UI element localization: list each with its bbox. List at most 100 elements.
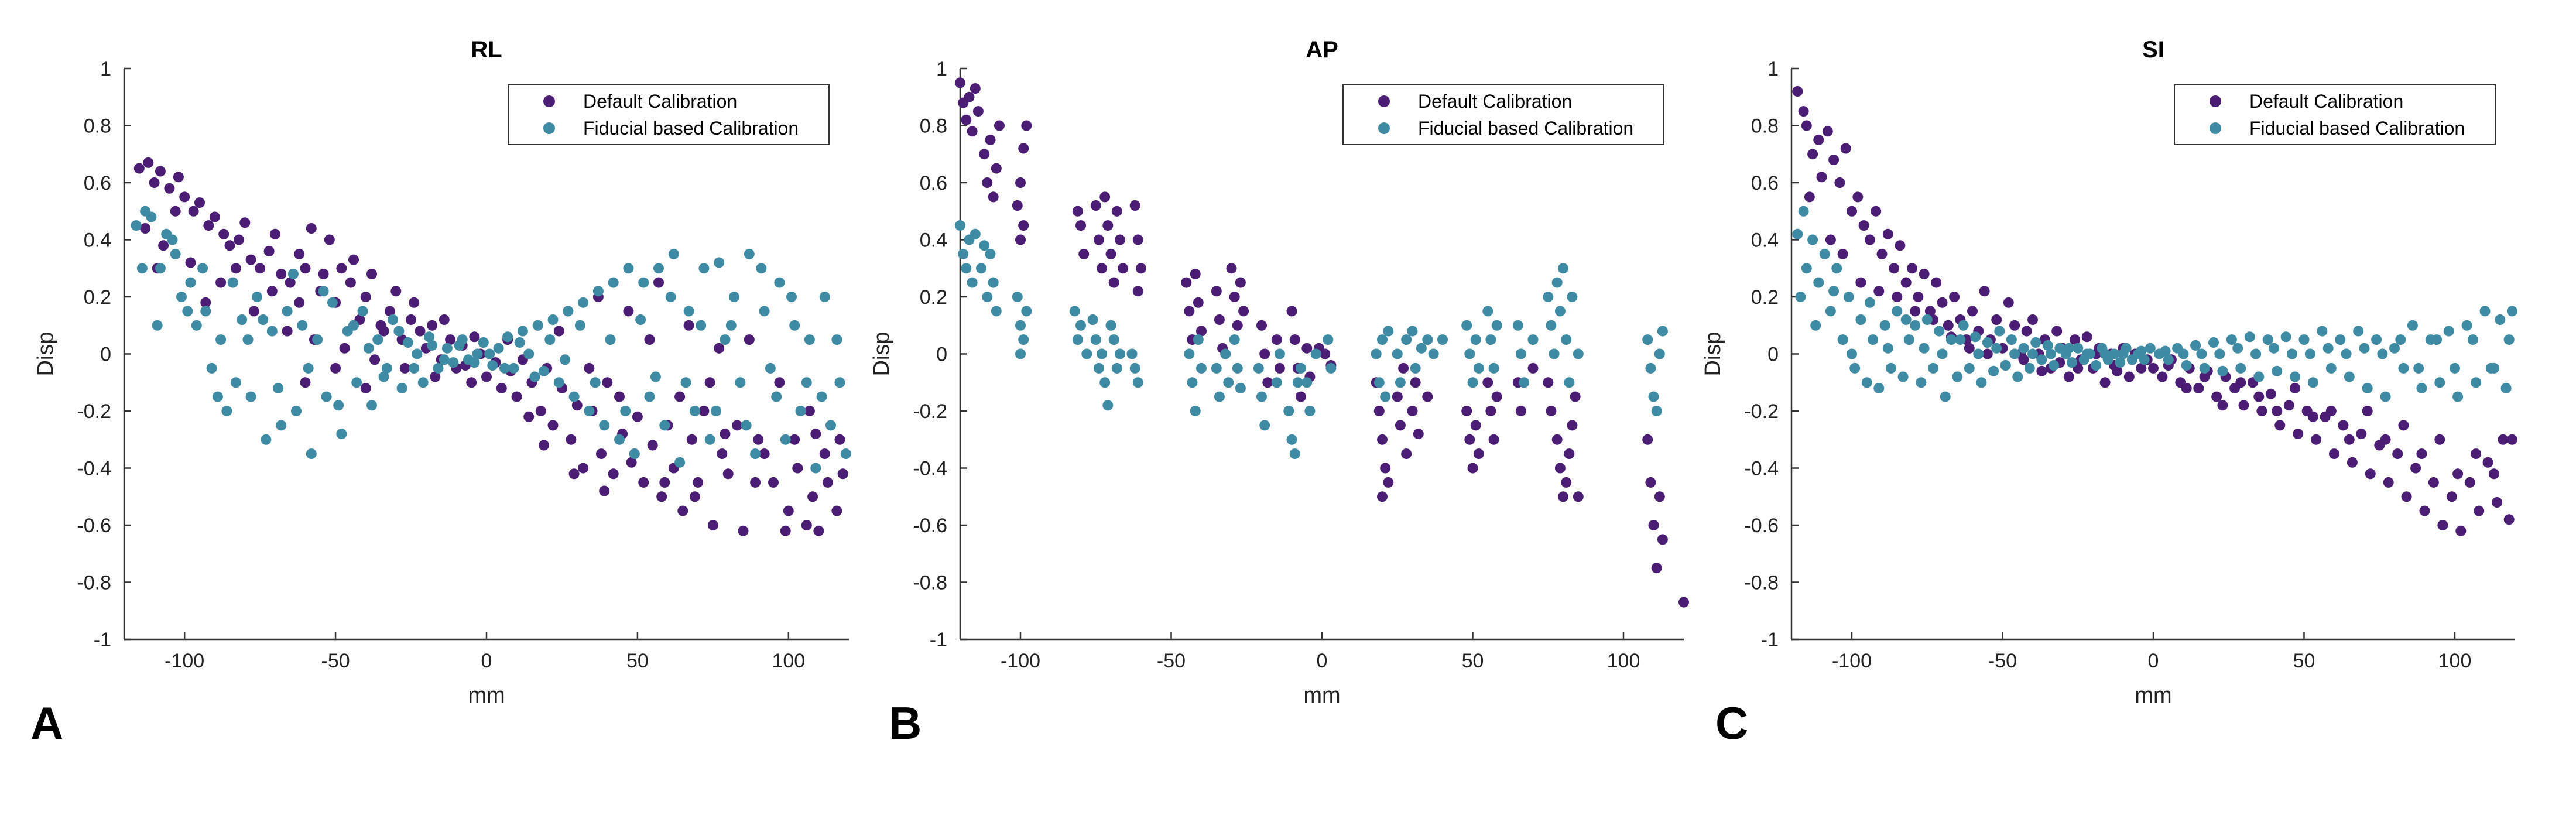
data-point bbox=[146, 211, 157, 222]
data-point bbox=[955, 220, 965, 231]
data-point bbox=[1075, 320, 1086, 331]
data-point bbox=[1549, 348, 1560, 359]
data-point bbox=[2503, 334, 2515, 345]
chart-title: RL bbox=[471, 37, 502, 63]
data-point bbox=[1018, 143, 1029, 154]
data-point bbox=[1320, 348, 1331, 359]
data-point bbox=[1111, 206, 1122, 217]
data-point bbox=[1564, 448, 1575, 460]
y-tick-label: 0.4 bbox=[1751, 230, 1779, 252]
data-point bbox=[369, 354, 381, 365]
data-point bbox=[2280, 331, 2291, 343]
data-point bbox=[2160, 345, 2171, 357]
data-point bbox=[206, 362, 217, 374]
y-tick-label: 1 bbox=[936, 58, 947, 80]
data-point bbox=[1132, 377, 1143, 388]
data-point bbox=[230, 263, 241, 274]
data-point bbox=[2398, 420, 2409, 431]
data-point bbox=[1895, 240, 1906, 251]
y-axis-label: Disp bbox=[1701, 331, 1725, 376]
y-axis-label: Disp bbox=[33, 331, 58, 376]
data-point bbox=[2091, 360, 2102, 371]
data-point bbox=[614, 391, 625, 402]
data-point bbox=[2338, 420, 2349, 431]
data-point bbox=[2136, 345, 2147, 357]
panel-letter: B bbox=[889, 697, 922, 749]
data-point bbox=[1093, 234, 1104, 245]
data-point bbox=[1491, 391, 1502, 402]
data-point bbox=[1401, 334, 1412, 345]
data-point bbox=[2479, 306, 2491, 317]
data-point bbox=[496, 383, 507, 393]
data-point bbox=[1654, 348, 1665, 359]
data-point bbox=[200, 297, 211, 308]
x-tick-label: -50 bbox=[1988, 650, 2017, 672]
data-point bbox=[1256, 320, 1267, 331]
y-tick-label: -1 bbox=[930, 629, 947, 651]
data-point bbox=[1810, 320, 1821, 331]
data-point bbox=[424, 331, 434, 343]
data-point bbox=[242, 334, 254, 345]
data-point bbox=[2214, 348, 2225, 359]
data-point bbox=[1798, 206, 1809, 217]
data-point bbox=[1093, 362, 1104, 374]
data-point bbox=[155, 263, 166, 274]
series-default-calibration bbox=[133, 157, 848, 536]
data-point bbox=[1488, 362, 1499, 374]
data-point bbox=[599, 420, 610, 431]
x-tick-label: 50 bbox=[626, 650, 649, 672]
data-point bbox=[255, 263, 266, 274]
data-point bbox=[1325, 362, 1337, 374]
chart-panel-rl: -1 -0.8 -0.6 -0.4 -0.2 0 0.2 0.4 0.6 0.8 1 -100 -50 0… bbox=[30, 37, 851, 749]
data-point bbox=[988, 277, 999, 288]
data-point bbox=[2049, 360, 2060, 371]
data-point bbox=[2482, 457, 2493, 468]
data-point bbox=[568, 391, 580, 402]
y-tick-label: 0.2 bbox=[920, 286, 947, 309]
data-point bbox=[245, 254, 256, 265]
data-point bbox=[1289, 334, 1300, 345]
data-point bbox=[318, 286, 329, 297]
y-tick-label: 0.2 bbox=[84, 286, 111, 309]
data-point bbox=[650, 371, 661, 382]
legend-label: Fiducial based Calibration bbox=[1418, 118, 1633, 139]
data-point bbox=[2347, 457, 2358, 468]
data-point bbox=[1223, 377, 1234, 388]
data-point bbox=[1259, 348, 1270, 359]
data-point bbox=[810, 429, 821, 439]
data-point bbox=[1416, 343, 1427, 354]
data-point bbox=[487, 360, 498, 371]
data-point bbox=[170, 248, 181, 259]
y-tick-label: -0.6 bbox=[913, 515, 947, 537]
data-point bbox=[2437, 520, 2448, 530]
data-point bbox=[1648, 391, 1659, 402]
data-point bbox=[571, 400, 583, 411]
data-point bbox=[188, 206, 199, 217]
data-point bbox=[547, 420, 559, 431]
data-point bbox=[1973, 348, 1984, 359]
data-point bbox=[1485, 406, 1496, 416]
data-point bbox=[1949, 292, 1960, 302]
data-point bbox=[674, 457, 686, 468]
data-point bbox=[2036, 365, 2047, 376]
data-point bbox=[2238, 400, 2249, 411]
data-point bbox=[1407, 406, 1418, 416]
data-point bbox=[2377, 348, 2388, 359]
data-point bbox=[816, 391, 827, 402]
data-point bbox=[1292, 377, 1303, 388]
data-point bbox=[780, 525, 791, 536]
data-point bbox=[958, 248, 969, 259]
data-point bbox=[285, 277, 296, 288]
x-tick-label: -100 bbox=[165, 650, 204, 672]
data-point bbox=[1214, 391, 1225, 402]
y-tick-label: 0 bbox=[100, 344, 111, 366]
data-point bbox=[1573, 491, 1584, 502]
data-point bbox=[252, 292, 262, 302]
data-point bbox=[1515, 348, 1526, 359]
legend-marker bbox=[543, 95, 555, 107]
data-point bbox=[2000, 360, 2011, 371]
data-point bbox=[535, 406, 546, 416]
data-point bbox=[1903, 334, 1914, 345]
legend-label: Default Calibration bbox=[2249, 91, 2403, 112]
data-point bbox=[1979, 286, 1990, 297]
